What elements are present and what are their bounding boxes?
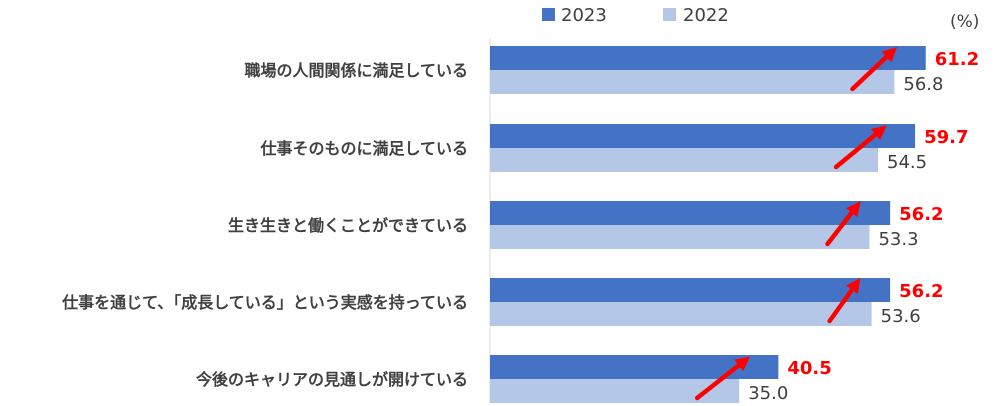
value-label-2023: 56.2 (899, 281, 943, 302)
value-label-2022: 53.6 (881, 306, 921, 327)
bar-2022 (490, 379, 740, 403)
unit-label: (%) (950, 12, 979, 32)
value-label-2023: 56.2 (899, 204, 943, 225)
bar-2023 (490, 124, 916, 148)
value-label-2022: 56.8 (903, 74, 943, 95)
chart-marks: 職場の人間関係に満足している 61.2 56.8 仕事そのものに満足している 59.7 5… (61, 46, 979, 404)
value-label-2022: 53.3 (878, 229, 918, 250)
legend-label-2022: 2022 (683, 5, 729, 26)
category-label: 生き生きと働くことができている (228, 216, 468, 235)
bar-2022 (490, 70, 895, 94)
up-right-arrow-icon (827, 278, 861, 324)
category-label: 仕事を通じて、「成長している」という実感を持っている (61, 293, 468, 312)
bar-2023 (490, 201, 891, 225)
value-label-2023: 40.5 (787, 358, 831, 379)
value-label-2022: 54.5 (887, 152, 927, 173)
legend: 2023 2022 (542, 5, 729, 26)
bar-2022 (490, 225, 870, 249)
category-label: 職場の人間関係に満足している (244, 61, 468, 80)
value-label-2023: 59.7 (924, 127, 968, 148)
bar-2022 (490, 148, 879, 172)
category-label: 今後のキャリアの見通しが開けている (195, 370, 468, 389)
bar-2023 (490, 46, 926, 70)
legend-label-2023: 2023 (561, 5, 607, 26)
bar-2022 (490, 302, 872, 326)
value-label-2023: 61.2 (935, 49, 979, 70)
up-right-arrow-icon (850, 47, 897, 92)
legend-swatch-2023 (542, 8, 555, 21)
bar-2023 (490, 355, 779, 379)
value-label-2022: 35.0 (748, 383, 788, 404)
category-label: 仕事そのものに満足している (259, 139, 468, 158)
up-right-arrow-icon (833, 125, 887, 170)
bar-2023 (490, 278, 891, 302)
up-right-arrow-icon (694, 356, 751, 401)
legend-swatch-2022 (663, 8, 676, 21)
up-right-arrow-icon (825, 201, 861, 247)
